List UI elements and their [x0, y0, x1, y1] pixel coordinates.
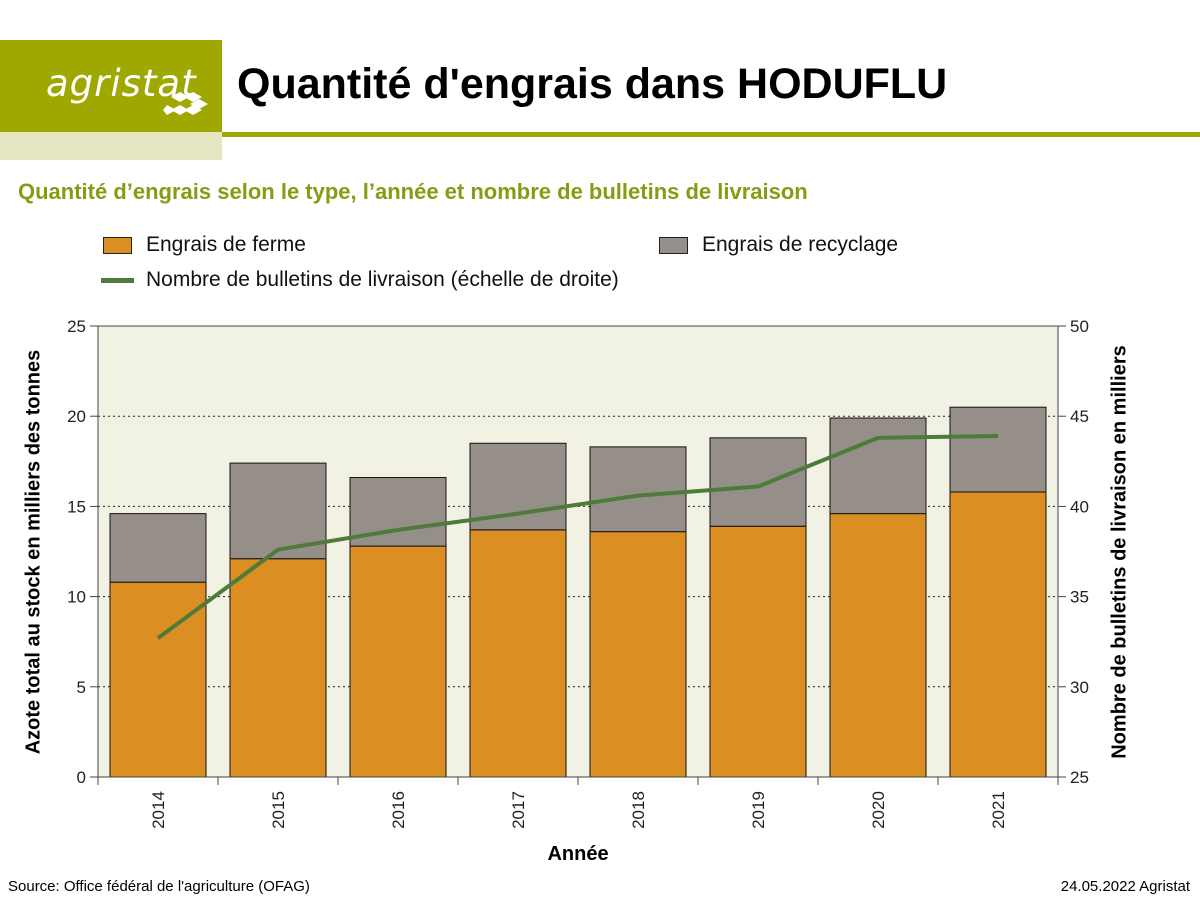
logo-panel: [0, 40, 222, 132]
y-tick-label-right: 40: [1070, 497, 1089, 516]
legend-label-bulletins: Nombre de bulletins de livraison (échell…: [146, 268, 619, 291]
x-tick-label: 2018: [629, 791, 648, 829]
y-tick-label-left: 0: [77, 768, 86, 787]
legend-label-recyclage: Engrais de recyclage: [702, 233, 899, 256]
bar-ferme: [589, 531, 687, 778]
bar-ferme: [469, 529, 567, 778]
legend-item-recyclage: Engrais de recyclage: [659, 233, 898, 257]
bar-recyclage: [109, 513, 207, 583]
bar-ferme: [349, 545, 447, 778]
date-note: 24.05.2022 Agristat: [1060, 878, 1190, 895]
legend-item-bulletins: Nombre de bulletins de livraison (échell…: [101, 268, 619, 292]
y-tick-label-left: 25: [67, 317, 86, 336]
bar-recyclage: [949, 406, 1047, 493]
x-tick-label: 2015: [269, 791, 288, 829]
bar-ferme: [949, 491, 1047, 778]
x-tick-label: 2017: [509, 791, 528, 829]
y-axis-title-left: Azote total au stock en milliers des ton…: [22, 349, 45, 755]
bar-recyclage: [829, 417, 927, 515]
legend-swatch-ferme: [103, 236, 132, 254]
legend-swatch-recyclage: [659, 236, 688, 254]
bar-recyclage: [709, 437, 807, 527]
y-tick-label-right: 45: [1070, 407, 1089, 426]
line-bulletins: [156, 434, 999, 640]
x-axis-title: Année: [547, 843, 609, 865]
y-tick-label-right: 50: [1070, 317, 1089, 336]
bar-ferme: [829, 513, 927, 778]
bar-ferme: [229, 558, 327, 778]
bar-recyclage: [589, 446, 687, 533]
agristat-logo-icon: [163, 92, 208, 115]
y-tick-label-right: 25: [1070, 768, 1089, 787]
x-tick-label: 2020: [869, 791, 888, 829]
y-tick-label-left: 10: [67, 588, 86, 607]
logo-text: agristat: [46, 62, 197, 105]
legend-swatch-bulletins: [101, 277, 134, 283]
y-tick-label-left: 15: [67, 497, 86, 516]
y-tick-label-left: 20: [67, 407, 86, 426]
source-note: Source: Office fédéral de l'agriculture …: [8, 878, 310, 895]
y-tick-label-left: 5: [77, 678, 86, 697]
logo-strip: [0, 132, 222, 160]
x-tick-label: 2019: [749, 791, 768, 829]
y-tick-label-right: 30: [1070, 678, 1089, 697]
legend-item-ferme: Engrais de ferme: [103, 233, 306, 257]
x-tick-label: 2016: [389, 791, 408, 829]
bar-ferme: [709, 525, 807, 778]
page-title: Quantité d'engrais dans HODUFLU: [237, 60, 948, 108]
y-axis-title-right: Nombre de bulletins de livraison en mill…: [1108, 345, 1131, 759]
x-tick-label: 2021: [989, 791, 1008, 829]
header-rule: [222, 132, 1200, 137]
x-tick-label: 2014: [149, 791, 168, 829]
chart-subtitle: Quantité d’engrais selon le type, l’anné…: [18, 179, 808, 204]
y-tick-label-right: 35: [1070, 588, 1089, 607]
legend-label-ferme: Engrais de ferme: [146, 233, 306, 256]
